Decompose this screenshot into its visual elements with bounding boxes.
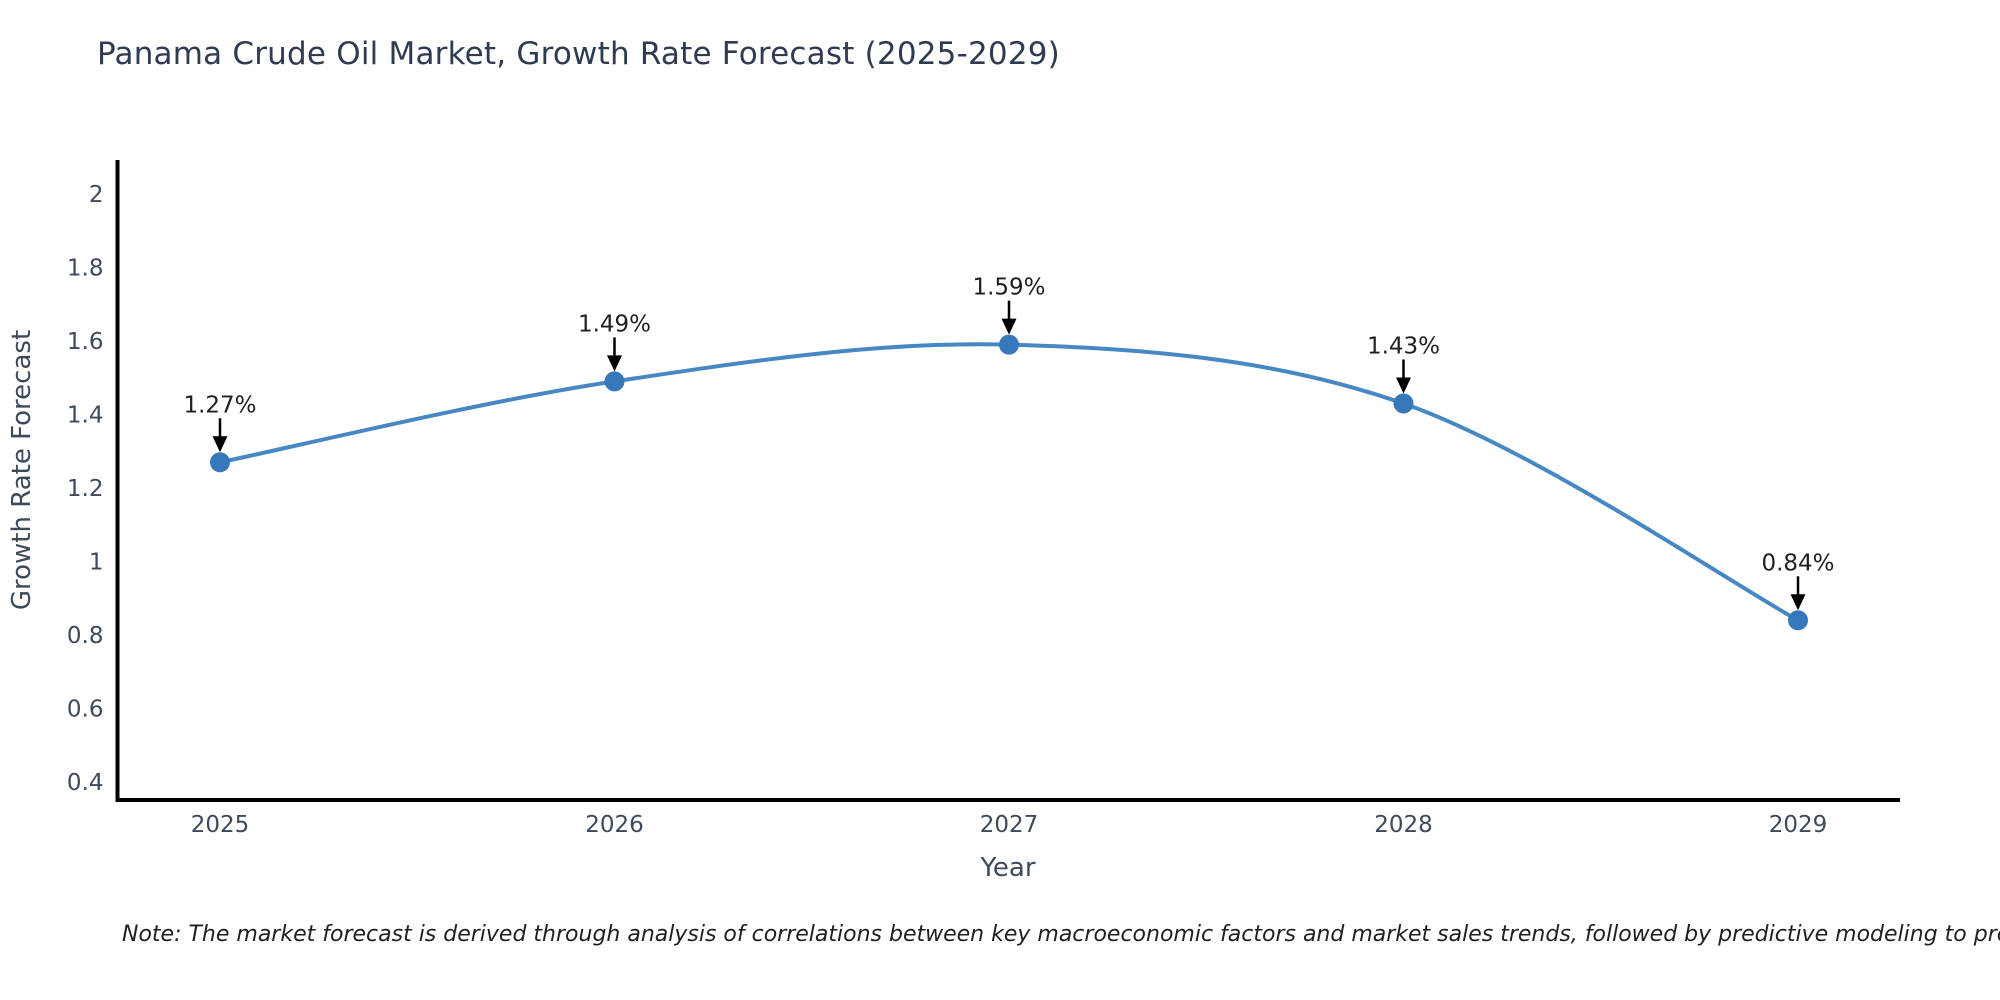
y-tick-label: 0.4 [67, 770, 104, 796]
y-tick-label: 1.4 [67, 403, 104, 429]
y-tick-label: 0.6 [67, 697, 104, 723]
annotation-label: 0.84% [1761, 550, 1834, 576]
x-tick-label: 2026 [585, 812, 644, 838]
y-tick-label: 2 [89, 182, 104, 208]
y-axis-title: Growth Rate Forecast [7, 329, 37, 611]
x-tick-label: 2028 [1374, 812, 1433, 838]
chart-title: Panama Crude Oil Market, Growth Rate For… [97, 36, 1060, 72]
trend-line [218, 342, 1800, 623]
y-tick-label: 1 [89, 550, 104, 576]
annotation-arrowhead [1001, 318, 1017, 335]
annotation-label: 1.27% [183, 392, 256, 418]
x-tick-label: 2027 [980, 812, 1039, 838]
annotation-label: 1.49% [578, 311, 651, 337]
data-point [604, 371, 625, 392]
annotation-label: 1.59% [972, 275, 1045, 301]
data-point [999, 334, 1019, 355]
data-point [1393, 393, 1414, 414]
annotation-arrowhead [1790, 594, 1806, 611]
y-tick-label: 1.6 [67, 329, 104, 355]
x-tick-label: 2025 [191, 812, 250, 838]
y-tick-label: 0.8 [67, 623, 104, 649]
chart-note: Note: The market forecast is derived thr… [122, 922, 2000, 947]
annotation-arrowhead [607, 355, 622, 372]
annotation-label: 1.43% [1367, 333, 1440, 359]
annotation-arrowhead [212, 436, 228, 453]
data-point [1788, 610, 1808, 631]
annotation-arrowhead [1396, 377, 1411, 394]
data-point [210, 452, 230, 473]
x-tick-label: 2029 [1769, 812, 1828, 838]
y-tick-label: 1.2 [67, 476, 104, 502]
x-axis-title: Year [980, 853, 1036, 883]
y-tick-label: 1.8 [67, 256, 104, 282]
